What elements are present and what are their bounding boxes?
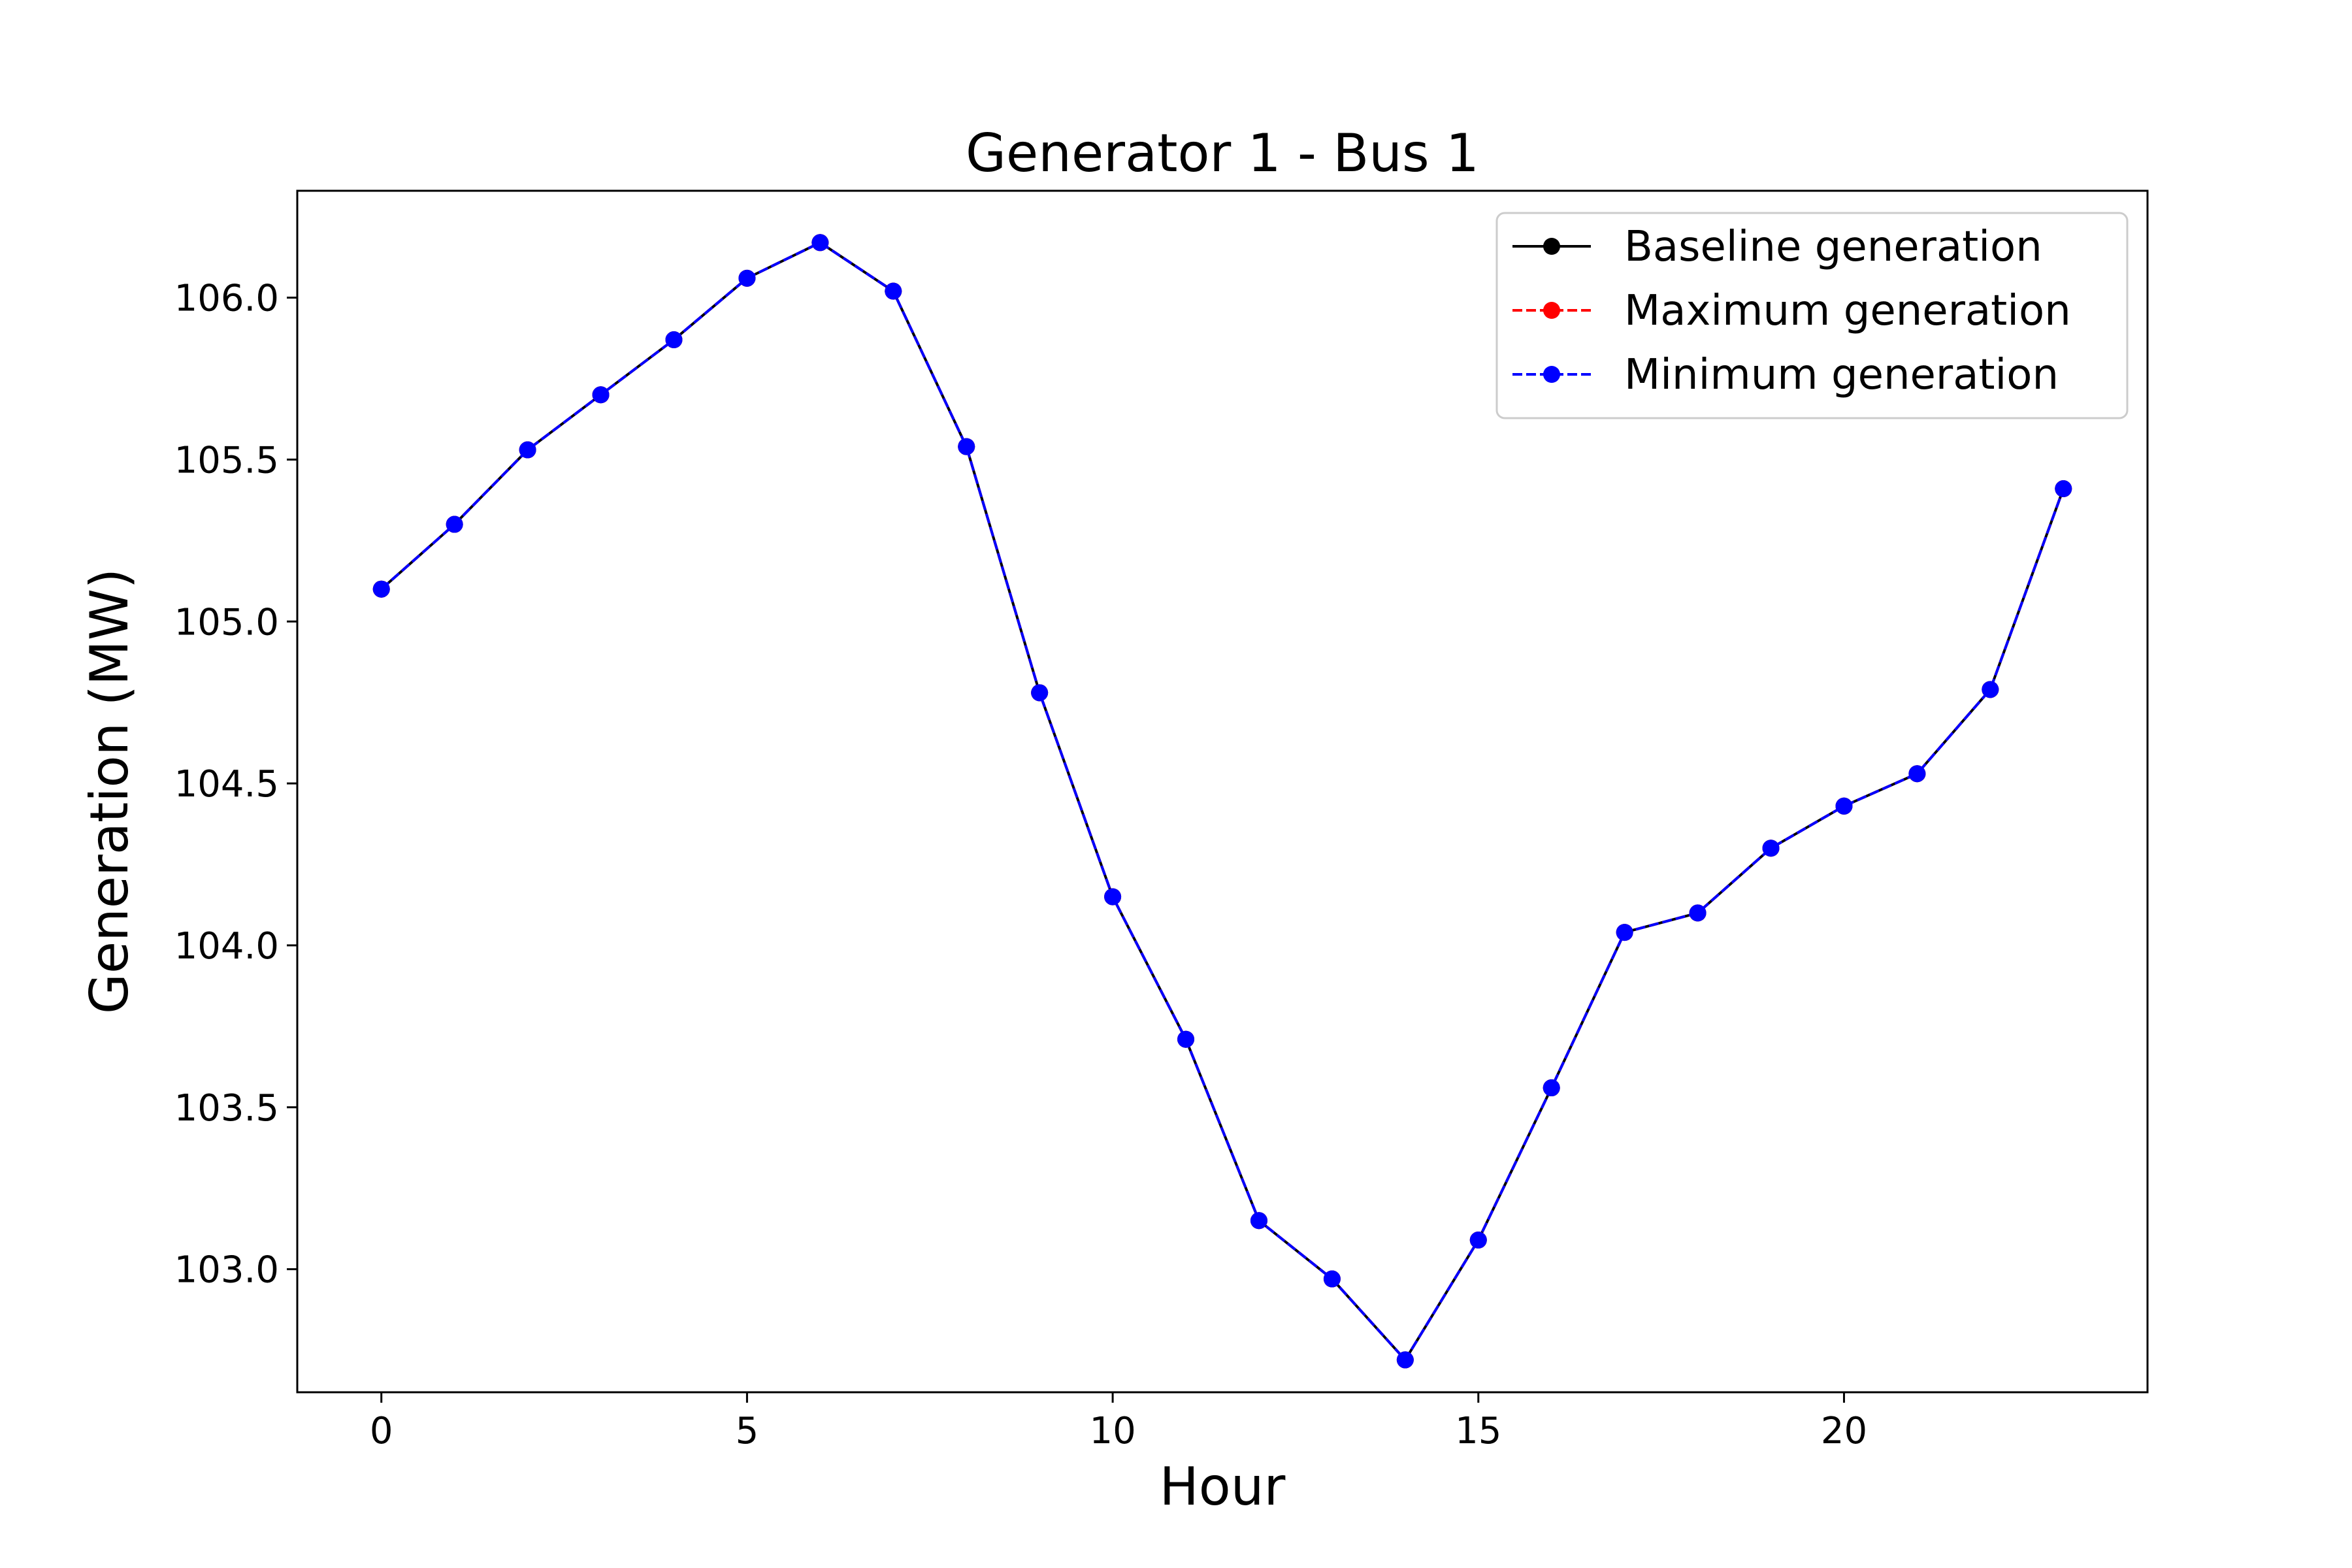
series-point [885, 282, 902, 300]
y-axis-ticks: 103.0 103.5 104.0 104.5 105.0 105.5 106.0 [174, 278, 297, 1292]
series-point [372, 580, 390, 598]
series-point [2055, 480, 2072, 498]
y-tick-label: 103.0 [174, 1249, 279, 1292]
series-point [1031, 684, 1049, 702]
x-tick-label: 15 [1455, 1410, 1501, 1452]
legend-entries: Baseline generation Maximum generation Min… [1512, 223, 2071, 399]
series-point [519, 441, 536, 459]
series-layer [372, 234, 2072, 1369]
series-point [665, 331, 683, 349]
y-tick-label: 103.5 [174, 1087, 279, 1130]
y-tick-label: 106.0 [174, 278, 279, 320]
x-tick-label: 10 [1089, 1410, 1135, 1452]
series-line [380, 241, 2065, 1362]
series-point [1177, 1030, 1195, 1048]
legend-label: Maximum generation [1624, 287, 2071, 335]
y-axis-title: Generation (MW) [79, 568, 140, 1014]
legend-marker [1543, 302, 1560, 319]
series-point [1396, 1351, 1414, 1369]
plot-area-frame [296, 189, 2149, 1394]
series-point [1689, 904, 1707, 922]
series-point [1835, 797, 1853, 815]
series-point [1323, 1270, 1341, 1288]
y-tick-label: 104.5 [174, 763, 279, 806]
series-point [1616, 924, 1633, 941]
x-tick-label: 20 [1821, 1410, 1867, 1452]
x-axis-ticks: 0 5 10 15 20 [370, 1392, 1867, 1452]
legend-label: Minimum generation [1624, 351, 2059, 399]
x-axis-title: Hour [1160, 1456, 1286, 1517]
series-point [1469, 1232, 1487, 1249]
series-point [811, 234, 829, 252]
series-point [1104, 888, 1122, 906]
y-tick-label: 105.5 [174, 439, 279, 482]
legend: Baseline generation Maximum generation Min… [1495, 212, 2129, 419]
series-point [1982, 681, 1999, 698]
series-point [1543, 1079, 1560, 1097]
y-tick-label: 104.0 [174, 925, 279, 968]
legend-marker [1543, 366, 1560, 383]
series-point [1250, 1212, 1267, 1230]
x-tick-label: 5 [736, 1410, 759, 1452]
legend-marker [1543, 238, 1560, 255]
series-point [1908, 765, 1926, 783]
series-3 [372, 234, 2072, 1369]
x-tick-label: 0 [370, 1410, 393, 1452]
legend-box [1495, 212, 2129, 419]
legend-label: Baseline generation [1624, 223, 2042, 271]
series-point [446, 515, 463, 533]
series-point [1762, 840, 1780, 857]
series-point [592, 386, 610, 404]
series-point [958, 438, 975, 455]
chart-title: Generator 1 - Bus 1 [966, 123, 1479, 184]
series-point [738, 269, 756, 287]
y-tick-label: 105.0 [174, 601, 279, 644]
